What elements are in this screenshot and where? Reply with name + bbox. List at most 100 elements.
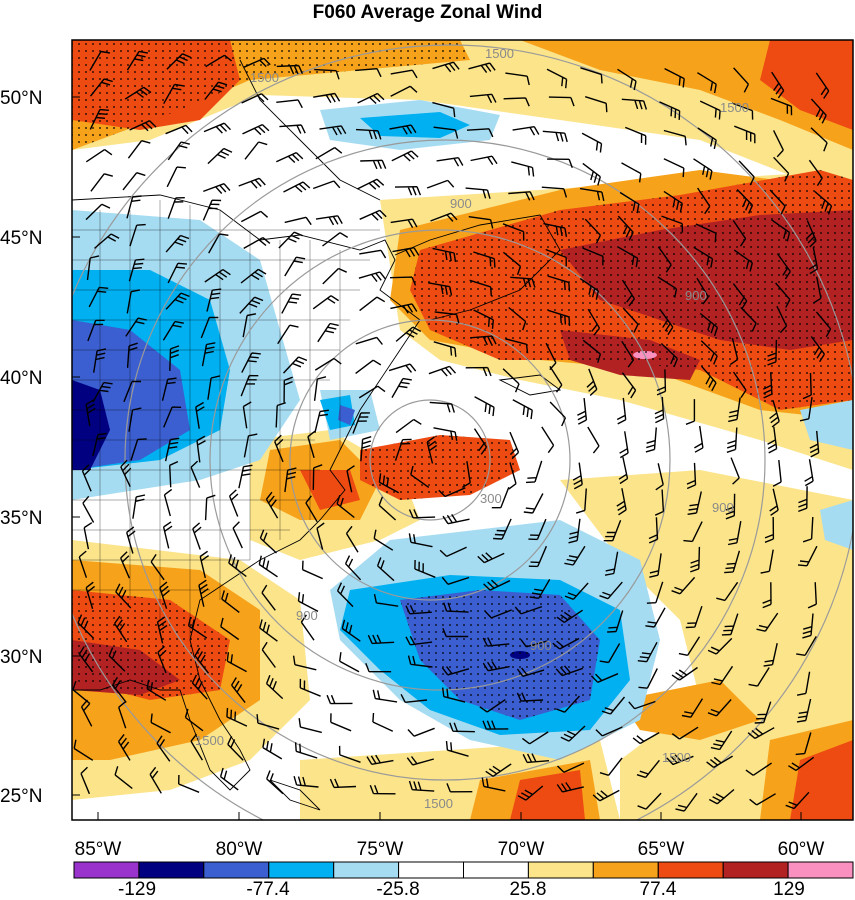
wind-barb — [700, 340, 718, 365]
wind-barb — [775, 282, 791, 308]
wind-barb — [645, 607, 666, 628]
wind-barb — [754, 701, 772, 724]
wind-barb — [276, 99, 303, 109]
wind-barb — [763, 372, 773, 399]
wind-barb — [616, 397, 627, 425]
wind-barb — [810, 127, 828, 152]
wind-barb — [622, 307, 639, 333]
wind-barb — [666, 754, 694, 766]
wind-barb — [80, 699, 93, 727]
wind-barb — [226, 652, 247, 673]
wind-barb — [81, 464, 92, 492]
wind-barb — [638, 668, 658, 689]
wind-barb — [281, 293, 302, 314]
wind-barb — [556, 782, 584, 793]
wind-barb — [560, 725, 586, 742]
wind-barb — [541, 426, 555, 454]
wind-barb — [283, 376, 293, 403]
colorbar-swatch — [138, 861, 205, 879]
wind-barb — [659, 308, 674, 336]
wind-barb — [815, 72, 830, 99]
wind-barb — [707, 699, 732, 717]
wind-barb — [163, 488, 173, 517]
wind-barb — [367, 634, 395, 645]
wind-barb — [426, 179, 455, 189]
wind-barb — [265, 491, 279, 519]
wind-barb — [322, 267, 347, 285]
wind-barb — [187, 616, 208, 639]
wind-barb — [112, 676, 127, 703]
wind-barb — [150, 713, 171, 734]
wind-barb — [227, 735, 244, 761]
wind-barb — [232, 521, 243, 549]
colorbar-swatch — [73, 861, 140, 879]
wind-barb — [358, 271, 387, 283]
latitude-label: 40°N — [0, 368, 42, 389]
wind-barb — [771, 219, 791, 242]
wind-barb — [242, 401, 252, 429]
wind-barb — [586, 368, 598, 397]
wind-barb — [479, 699, 506, 713]
wind-barb — [621, 98, 648, 110]
wind-barb — [178, 774, 200, 793]
wind-barb — [582, 162, 601, 186]
wind-barb — [284, 256, 306, 277]
wind-barb — [796, 636, 817, 656]
wind-barb — [165, 234, 190, 253]
wind-barb — [621, 372, 637, 399]
contour-label: 900 — [296, 608, 318, 623]
wind-barb — [391, 377, 412, 398]
wind-barb — [465, 366, 492, 377]
wind-barb — [732, 283, 748, 310]
wind-barb — [428, 365, 457, 377]
wind-barb — [198, 579, 209, 607]
wind-barb — [85, 399, 96, 427]
wind-barb — [807, 582, 817, 609]
wind-barb — [810, 98, 827, 124]
longitude-label: 80°W — [216, 839, 263, 860]
wind-barb — [167, 141, 190, 161]
wind-barb — [90, 173, 113, 192]
wind-barb — [262, 738, 283, 760]
wind-barb — [77, 614, 95, 639]
wind-barb — [584, 218, 602, 244]
wind-barb — [241, 352, 261, 373]
wind-barb — [125, 317, 147, 337]
contour-label: 900 — [530, 638, 552, 653]
wind-barb — [592, 789, 620, 802]
wind-barb — [799, 396, 813, 422]
wind-barb — [664, 67, 685, 88]
wind-barb — [240, 268, 267, 284]
wind-barb — [556, 695, 581, 713]
wind-barb — [812, 276, 822, 304]
wind-barb — [169, 460, 179, 488]
wind-barb — [808, 159, 823, 186]
latitude-label: 50°N — [0, 88, 42, 109]
wind-barb — [491, 486, 510, 509]
wind-barb — [473, 309, 494, 329]
wind-barb — [312, 464, 323, 490]
wind-barb — [129, 120, 157, 132]
wind-barb — [284, 216, 312, 226]
longitude-label: 65°W — [638, 839, 685, 860]
wind-barb — [785, 791, 810, 810]
wind-barb — [292, 655, 317, 671]
wind-barb — [734, 125, 756, 144]
wind-barb — [410, 465, 430, 488]
wind-barb — [449, 722, 475, 733]
wind-barb — [339, 652, 360, 673]
wind-barb — [78, 550, 88, 578]
wind-barb — [203, 183, 231, 194]
wind-barb — [241, 93, 269, 104]
wind-barb — [654, 396, 665, 424]
wind-barb — [92, 432, 107, 457]
wind-barb — [359, 296, 386, 312]
wind-barb — [546, 68, 568, 89]
colorbar-swatch — [333, 861, 400, 879]
wind-barb — [388, 363, 417, 373]
wind-barb — [163, 406, 182, 428]
wind-barb — [305, 495, 318, 523]
wind-barb — [200, 316, 219, 339]
wind-barb — [89, 50, 111, 71]
wind-barb — [607, 610, 624, 633]
